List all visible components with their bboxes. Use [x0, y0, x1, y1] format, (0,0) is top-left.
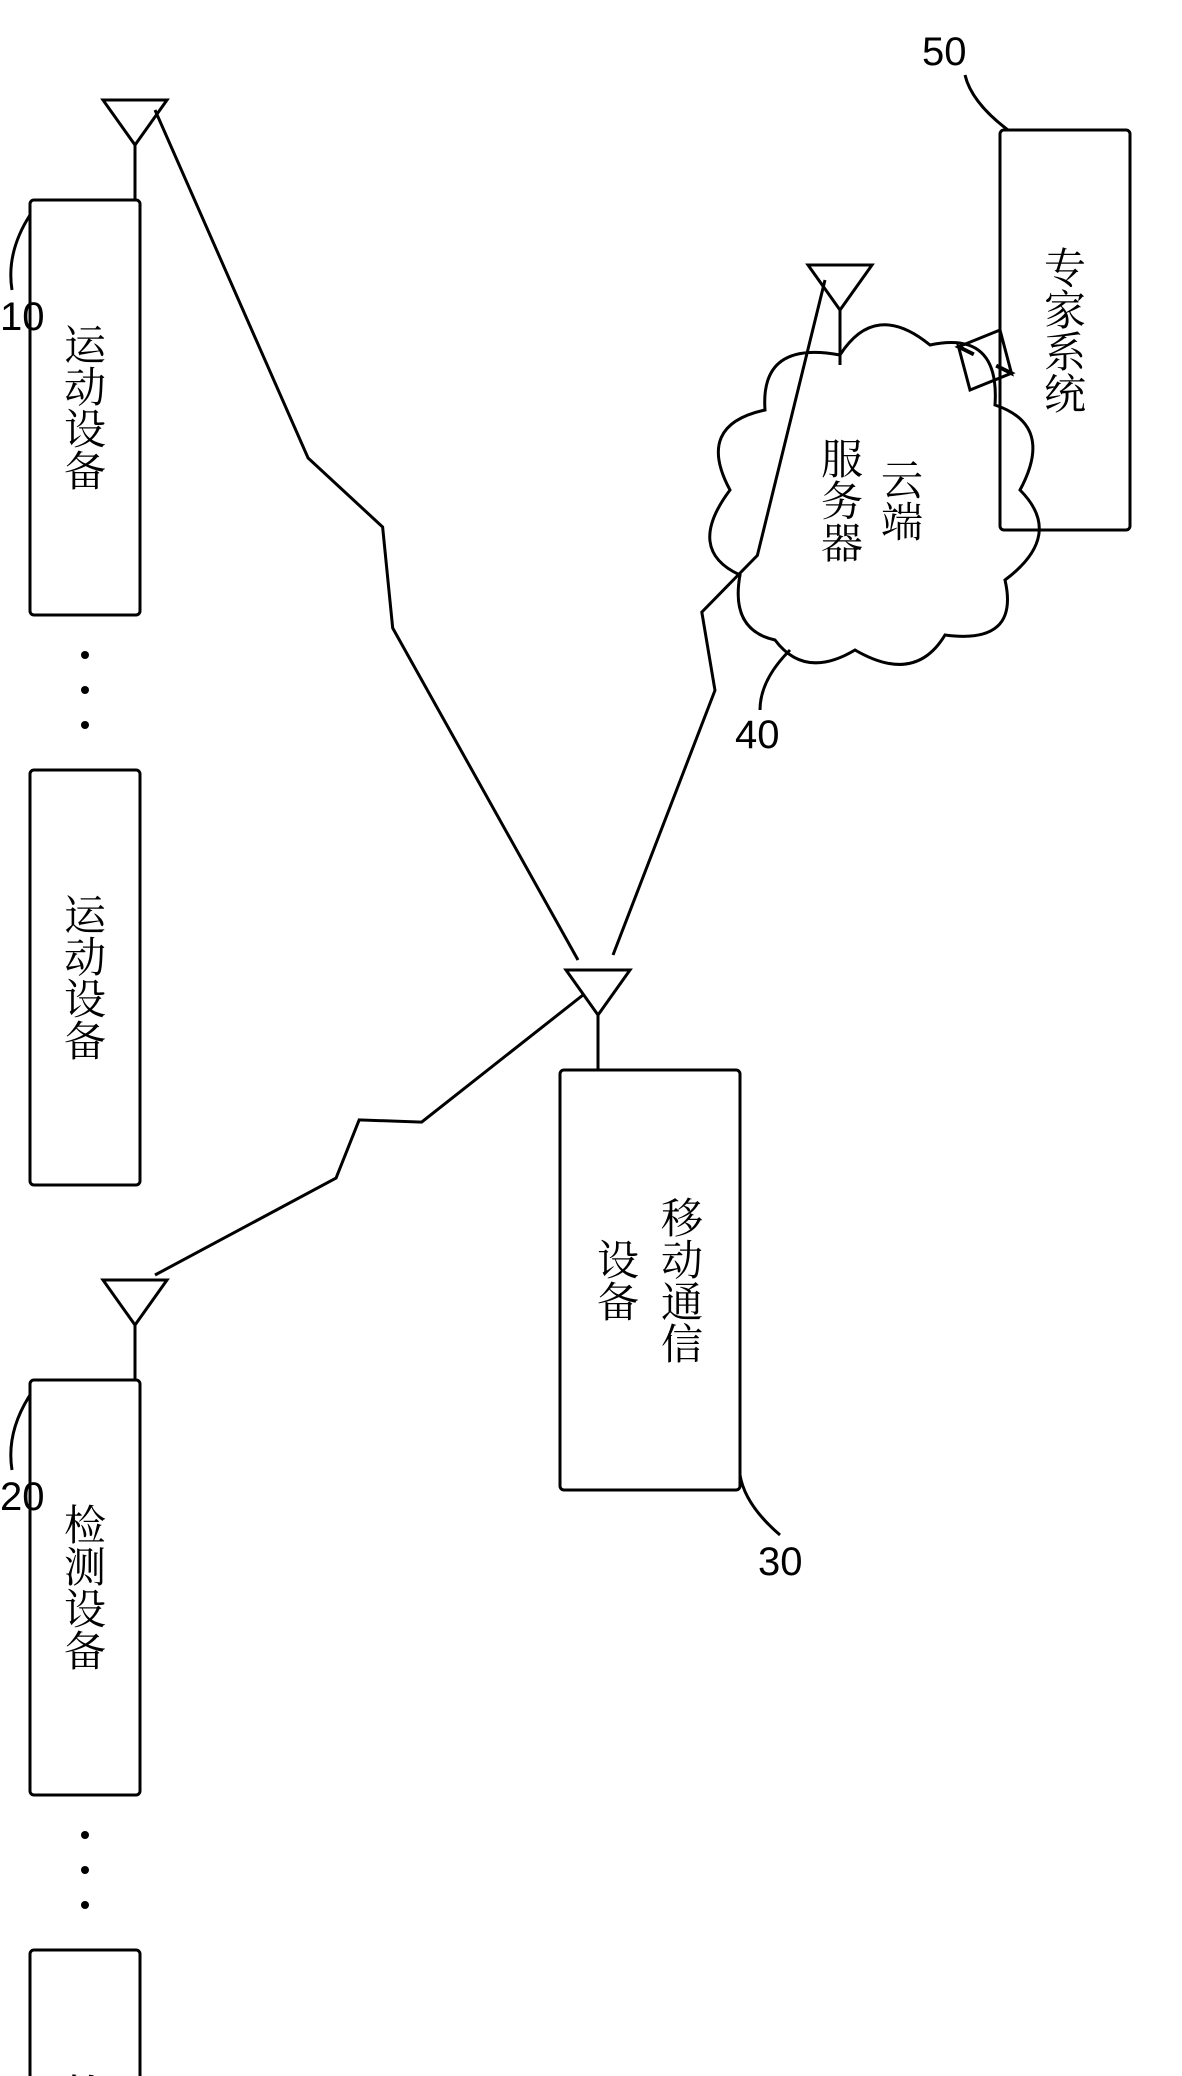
detect-device-1-label: 检测设备 — [55, 1503, 115, 1671]
antenna-detect — [103, 1280, 167, 1380]
ellipsis-sport — [81, 651, 89, 729]
callout-30-leader — [740, 1475, 780, 1535]
link-mobile-cloud — [613, 280, 825, 955]
ellipsis-detect — [81, 1831, 89, 1909]
antenna-mobile — [566, 970, 630, 1070]
link-sport-mobile — [155, 110, 578, 960]
link-cloud-expert — [958, 330, 1012, 390]
cloud-label-1: 云端 — [872, 458, 932, 542]
callout-40-leader — [760, 650, 790, 710]
callout-50-text: 50 — [922, 30, 967, 74]
callout-10-text: 10 — [0, 295, 45, 339]
mobile-label-1: 移动通信 — [652, 1196, 712, 1364]
callout-40-text: 40 — [735, 713, 780, 757]
mobile-device — [560, 1070, 740, 1490]
callout-20-text: 20 — [0, 1475, 45, 1519]
sport-device-1-label: 运动设备 — [55, 323, 115, 491]
detect-device-2 — [30, 1950, 140, 2076]
link-detect-mobile — [155, 995, 583, 1275]
expert-label: 专家系统 — [1035, 246, 1095, 414]
callout-20-leader — [11, 1395, 30, 1470]
callout-30-text: 30 — [758, 1540, 803, 1584]
callout-50-leader — [965, 75, 1008, 130]
sport-device-2-label: 运动设备 — [55, 893, 115, 1061]
mobile-label-2: 设备 — [588, 1238, 648, 1322]
callout-10-leader — [11, 215, 30, 290]
cloud-label-2: 服务器 — [812, 437, 872, 563]
